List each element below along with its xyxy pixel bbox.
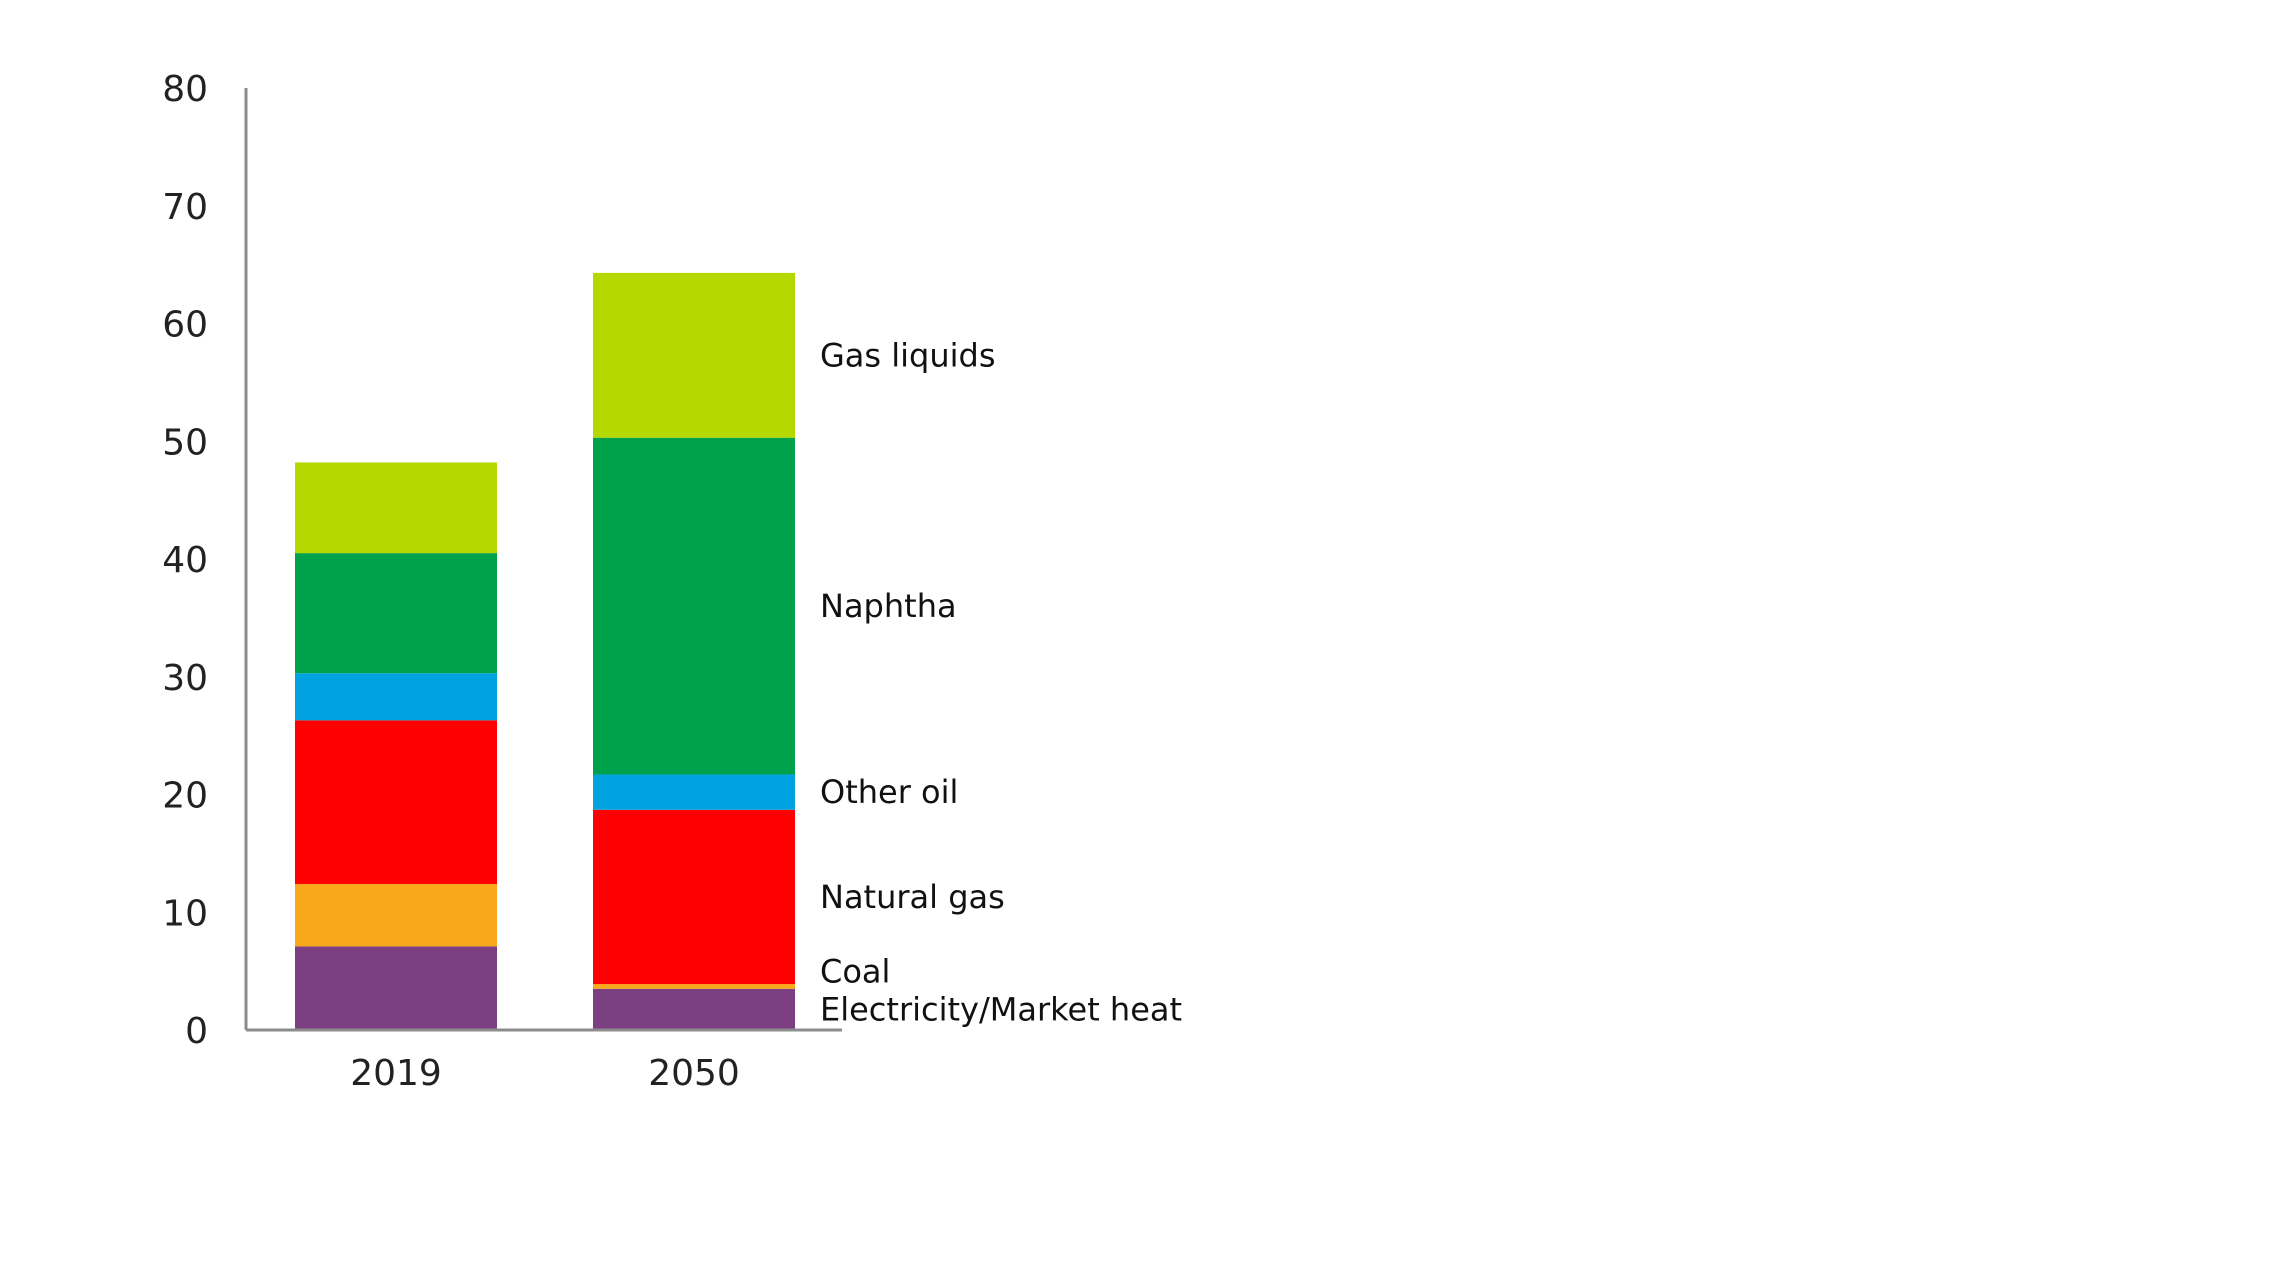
series-label: Coal [820,952,890,990]
x-category-label: 2019 [350,1053,442,1094]
bar-segment [295,883,497,947]
bar-segment [593,437,795,775]
bar-segment [295,720,497,884]
y-tick-label: 30 [162,658,208,699]
bar-segment [593,988,795,1030]
y-tick-label: 70 [162,187,208,228]
y-tick-label: 80 [162,69,208,110]
bar-segment [593,809,795,985]
bar-segment [593,774,795,810]
y-tick-label: 40 [162,540,208,581]
series-label: Natural gas [820,878,1005,916]
y-tick-label: 20 [162,776,208,817]
x-category-label: 2050 [648,1053,740,1094]
bars-layer [295,272,795,1030]
bar-segment [593,984,795,989]
series-label: Gas liquids [820,336,996,374]
axes-layer [244,88,842,1032]
bar-segment [295,462,497,554]
y-tick-labels: 0 10 20 30 40 50 60 70 80 [162,69,208,1052]
series-label: Naphtha [820,587,957,625]
y-tick-label: 10 [162,893,208,934]
y-tick-label: 50 [162,422,208,463]
bar-segment [593,272,795,438]
y-tick-label: 60 [162,305,208,346]
series-label: Electricity/Market heat [820,990,1182,1028]
series-label: Other oil [820,773,958,811]
bar-segment [295,946,497,1030]
bar-segment [295,673,497,721]
y-tick-label: 0 [185,1011,208,1052]
x-category-labels: 2019 2050 [350,1053,740,1094]
bar-segment [295,553,497,674]
